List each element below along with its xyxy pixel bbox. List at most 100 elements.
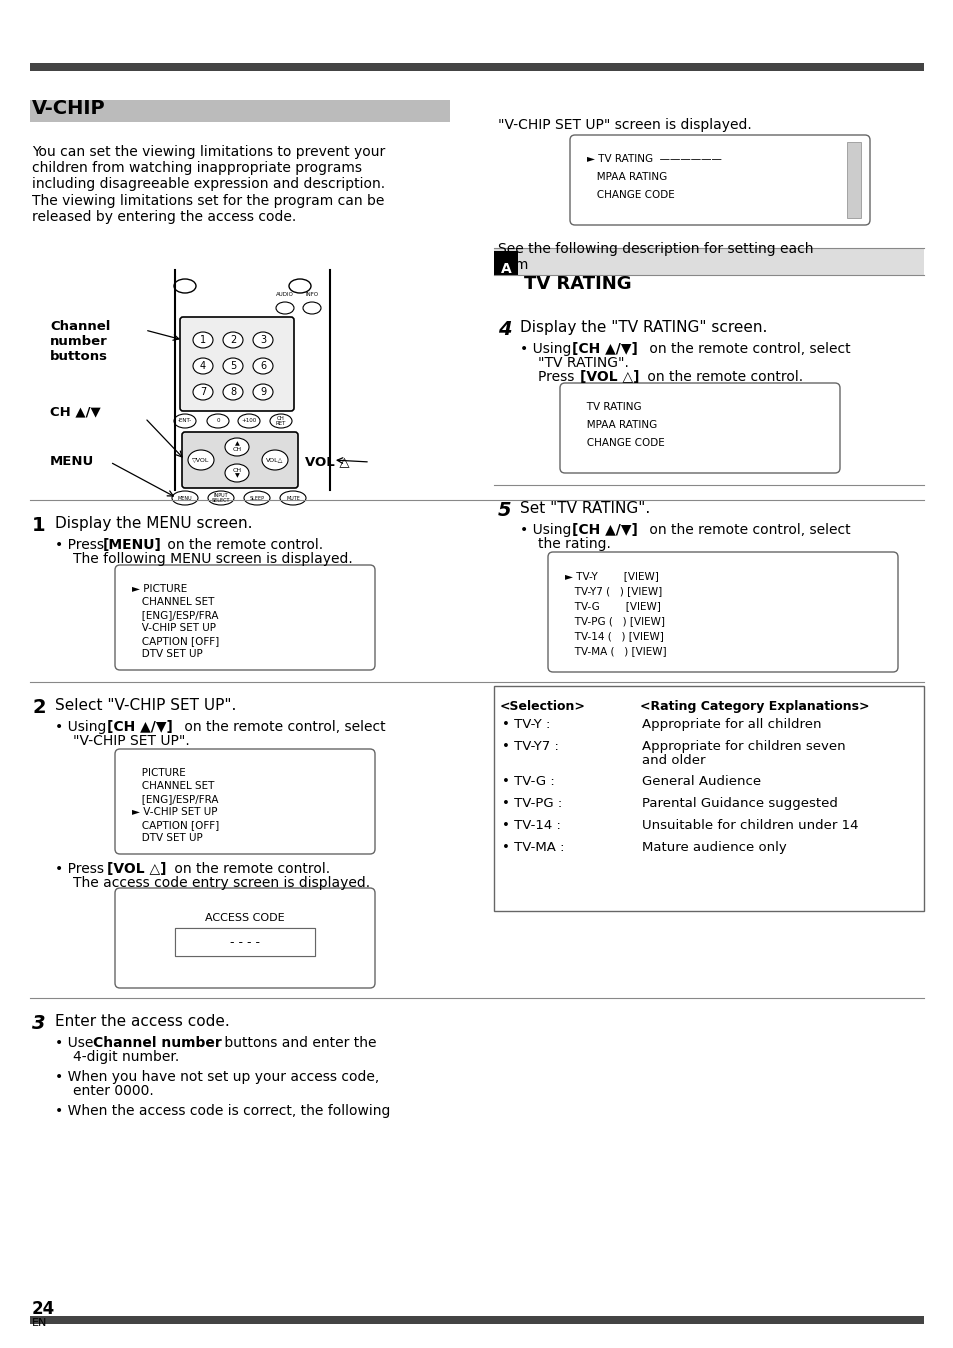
Text: "TV RATING".: "TV RATING". — [537, 356, 628, 369]
Text: 3: 3 — [32, 1014, 46, 1033]
Bar — [846, 142, 861, 218]
Bar — [174, 927, 314, 956]
FancyBboxPatch shape — [115, 888, 375, 988]
Text: PICTURE: PICTURE — [132, 768, 186, 778]
Text: • Using: • Using — [519, 523, 576, 537]
Text: EN: EN — [32, 1318, 48, 1328]
Text: 4: 4 — [497, 319, 511, 338]
Ellipse shape — [253, 332, 273, 348]
Text: [ENG]/ESP/FRA: [ENG]/ESP/FRA — [132, 794, 218, 803]
Text: • Use: • Use — [55, 1037, 97, 1050]
Text: -ENT-: -ENT- — [177, 418, 192, 423]
Bar — [30, 1316, 923, 1324]
Text: on the remote control.: on the remote control. — [642, 369, 802, 384]
Text: CHANGE CODE: CHANGE CODE — [577, 438, 664, 448]
Text: ► TV RATING  ——————: ► TV RATING —————— — [586, 154, 721, 164]
Text: 4-digit number.: 4-digit number. — [73, 1050, 179, 1064]
Text: VOL △: VOL △ — [305, 456, 349, 468]
Text: CH
RET: CH RET — [275, 415, 286, 426]
Text: 5: 5 — [497, 501, 511, 520]
Text: on the remote control, select: on the remote control, select — [644, 523, 850, 537]
Text: 1: 1 — [200, 336, 206, 345]
Text: The following MENU screen is displayed.: The following MENU screen is displayed. — [73, 551, 353, 566]
Text: 0: 0 — [216, 418, 219, 423]
Text: 5: 5 — [230, 361, 236, 371]
Ellipse shape — [253, 384, 273, 400]
Text: See the following description for setting each
item: See the following description for settin… — [497, 243, 813, 272]
Ellipse shape — [193, 332, 213, 348]
Text: V-CHIP: V-CHIP — [32, 98, 106, 119]
Ellipse shape — [280, 491, 306, 506]
Text: 2: 2 — [32, 698, 46, 717]
Text: SLEEP: SLEEP — [250, 496, 264, 500]
Text: TV-PG (   ) [VIEW]: TV-PG ( ) [VIEW] — [564, 616, 664, 625]
Text: CAPTION [OFF]: CAPTION [OFF] — [132, 636, 219, 646]
Text: AUDIO: AUDIO — [275, 293, 294, 297]
Text: on the remote control.: on the remote control. — [170, 861, 330, 876]
Text: 24: 24 — [32, 1299, 55, 1318]
Text: CHANNEL SET: CHANNEL SET — [132, 780, 214, 791]
Text: MPAA RATING: MPAA RATING — [586, 173, 666, 182]
Text: CHANGE CODE: CHANGE CODE — [586, 190, 674, 200]
Text: TV-14 (   ) [VIEW]: TV-14 ( ) [VIEW] — [564, 631, 663, 642]
Ellipse shape — [275, 302, 294, 314]
Text: enter 0000.: enter 0000. — [73, 1084, 153, 1099]
Text: - - - -: - - - - — [230, 936, 260, 949]
Text: on the remote control, select: on the remote control, select — [180, 720, 385, 735]
Text: • TV-Y7 :: • TV-Y7 : — [501, 740, 558, 754]
Text: 9: 9 — [259, 387, 266, 398]
Text: buttons and enter the: buttons and enter the — [220, 1037, 376, 1050]
Text: The access code entry screen is displayed.: The access code entry screen is displaye… — [73, 876, 370, 890]
Text: You can set the viewing limitations to prevent your
children from watching inapp: You can set the viewing limitations to p… — [32, 146, 385, 224]
Text: 7: 7 — [200, 387, 206, 398]
Text: TV-Y7 (   ) [VIEW]: TV-Y7 ( ) [VIEW] — [564, 586, 661, 596]
Text: MUTE: MUTE — [286, 496, 299, 500]
Text: Display the MENU screen.: Display the MENU screen. — [55, 516, 253, 531]
Text: Appropriate for all children: Appropriate for all children — [641, 718, 821, 731]
Text: • Using: • Using — [55, 720, 111, 735]
Text: ► TV-Y        [VIEW]: ► TV-Y [VIEW] — [564, 572, 659, 581]
Text: • Press: • Press — [55, 538, 109, 551]
Text: [CH ▲/▼]: [CH ▲/▼] — [572, 523, 638, 537]
Ellipse shape — [208, 491, 233, 506]
Text: 1: 1 — [32, 516, 46, 535]
Text: 2: 2 — [230, 336, 236, 345]
FancyBboxPatch shape — [559, 383, 840, 473]
Text: DTV SET UP: DTV SET UP — [132, 833, 203, 842]
Text: ▽VOL: ▽VOL — [193, 457, 210, 462]
Text: "V-CHIP SET UP".: "V-CHIP SET UP". — [73, 735, 190, 748]
Text: Press: Press — [537, 369, 578, 384]
Text: Display the "TV RATING" screen.: Display the "TV RATING" screen. — [519, 319, 766, 336]
Text: MENU: MENU — [50, 456, 94, 468]
Text: CH ▲/▼: CH ▲/▼ — [50, 404, 101, 418]
Text: +100: +100 — [241, 418, 256, 423]
Ellipse shape — [253, 359, 273, 373]
Text: DTV SET UP: DTV SET UP — [132, 648, 203, 659]
Text: [CH ▲/▼]: [CH ▲/▼] — [572, 342, 638, 356]
Ellipse shape — [223, 384, 243, 400]
Text: 4: 4 — [200, 361, 206, 371]
Text: Channel
number
buttons: Channel number buttons — [50, 319, 111, 363]
Text: on the remote control, select: on the remote control, select — [644, 342, 850, 356]
Text: • TV-MA :: • TV-MA : — [501, 841, 564, 855]
Text: TV-G        [VIEW]: TV-G [VIEW] — [564, 601, 660, 611]
Text: [VOL △]: [VOL △] — [107, 861, 167, 876]
Text: 8: 8 — [230, 387, 235, 398]
Text: and older: and older — [641, 754, 705, 767]
FancyBboxPatch shape — [569, 135, 869, 225]
Text: A: A — [500, 262, 511, 276]
Text: ► PICTURE: ► PICTURE — [132, 584, 187, 594]
Text: Set "TV RATING".: Set "TV RATING". — [519, 501, 650, 516]
Text: <Selection>: <Selection> — [499, 700, 585, 713]
Ellipse shape — [225, 438, 249, 456]
Text: Unsuitable for children under 14: Unsuitable for children under 14 — [641, 820, 858, 832]
Text: [MENU]: [MENU] — [103, 538, 162, 551]
Text: 3: 3 — [259, 336, 266, 345]
Text: Parental Guidance suggested: Parental Guidance suggested — [641, 797, 837, 810]
Text: TV RATING: TV RATING — [577, 402, 641, 412]
Ellipse shape — [237, 414, 260, 429]
Bar — [494, 251, 517, 275]
Text: Channel number: Channel number — [92, 1037, 221, 1050]
FancyBboxPatch shape — [547, 551, 897, 673]
Ellipse shape — [225, 464, 249, 483]
